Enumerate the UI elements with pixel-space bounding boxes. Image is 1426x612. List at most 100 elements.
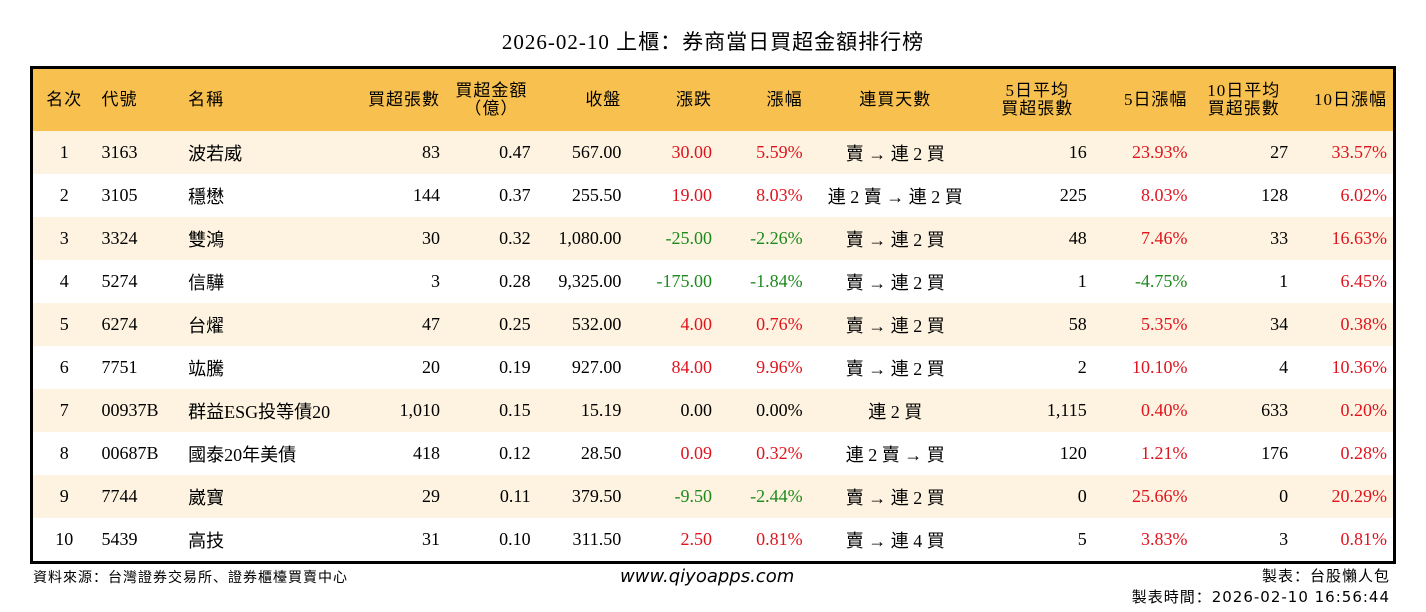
- cell-streak: 賣 → 連 2 買: [845, 358, 945, 379]
- cell-change: 19.00: [671, 185, 712, 205]
- cell-streak: 賣 → 連 2 買: [845, 315, 945, 336]
- cell-change-pct: 8.03%: [756, 185, 803, 205]
- cell-avg10-lots: 0: [1279, 486, 1289, 506]
- cell-net-buy-amount: 0.15: [499, 400, 531, 420]
- table-row: 10 5439 高技 31 0.10 311.50 2.50 0.81% 賣 → 連 4 買 5 3…: [33, 518, 1393, 561]
- col-header-avg10-lots: 10日平均 買超張數: [1207, 81, 1281, 118]
- cell-avg5-lots: 0: [1077, 486, 1087, 506]
- cell-rank: 8: [59, 443, 69, 463]
- cell-net-buy-amount: 0.37: [499, 185, 531, 205]
- table-row: 3 3324 雙鴻 30 0.32 1,080.00 -25.00 -2.26% 賣 → 連 2…: [33, 217, 1393, 260]
- cell-change: 84.00: [671, 357, 712, 377]
- table-row: 9 7744 崴寶 29 0.11 379.50 -9.50 -2.44% 賣 → 連 2 買 0…: [33, 475, 1393, 518]
- cell-pct5: 8.03%: [1140, 185, 1188, 205]
- cell-change: -9.50: [674, 486, 712, 506]
- cell-change-pct: 0.00%: [756, 400, 803, 420]
- cell-rank: 7: [59, 400, 69, 420]
- maker-label: 製表：台股懶人包: [1261, 567, 1390, 585]
- cell-pct10: 0.20%: [1340, 400, 1388, 420]
- cell-code: 00687B: [101, 443, 159, 463]
- cell-net-buy-amount: 0.47: [499, 142, 531, 162]
- cell-name: 波若威: [188, 143, 243, 164]
- cell-avg10-lots: 33: [1270, 228, 1289, 248]
- cell-pct5: -4.75%: [1134, 271, 1188, 291]
- cell-change-pct: -2.26%: [750, 228, 803, 248]
- cell-net-buy-amount: 0.19: [499, 357, 531, 377]
- cell-avg5-lots: 2: [1077, 357, 1087, 377]
- cell-net-buy-lots: 29: [422, 486, 440, 506]
- ranking-table: 名次 代號 名稱 買超張數 買超金額 （億） 收盤 漲跌 漲幅 連買天數 5日平…: [33, 69, 1393, 561]
- col-header-pct10: 10日漲幅: [1314, 90, 1387, 109]
- cell-streak: 賣 → 連 2 買: [845, 487, 945, 508]
- cell-pct5: 23.93%: [1131, 142, 1188, 162]
- cell-code: 00937B: [101, 400, 159, 420]
- col-header-change-pct: 漲幅: [766, 90, 803, 109]
- cell-net-buy-lots: 144: [413, 185, 440, 205]
- cell-pct5: 7.46%: [1140, 228, 1188, 248]
- cell-net-buy-lots: 3: [431, 271, 440, 291]
- cell-streak: 連 2 買: [868, 401, 923, 422]
- cell-avg10-lots: 34: [1270, 314, 1289, 334]
- cell-pct10: 16.63%: [1331, 228, 1388, 248]
- cell-rank: 1: [59, 142, 69, 162]
- cell-avg5-lots: 48: [1068, 228, 1087, 248]
- cell-name: 台燿: [188, 315, 225, 336]
- cell-code: 7751: [101, 357, 138, 377]
- cell-rank: 9: [59, 486, 69, 506]
- cell-net-buy-amount: 0.12: [499, 443, 531, 463]
- cell-change: 2.50: [680, 529, 712, 549]
- col-header-close: 收盤: [585, 90, 622, 109]
- cell-net-buy-lots: 47: [422, 314, 440, 334]
- cell-name: 國泰20年美債: [188, 444, 297, 465]
- website-link[interactable]: www.qiyoapps.com: [620, 566, 795, 587]
- cell-net-buy-lots: 30: [422, 228, 440, 248]
- cell-change: -25.00: [665, 228, 712, 248]
- cell-name: 竑騰: [188, 358, 225, 379]
- col-header-net-buy-amount: 買超金額 （億）: [455, 81, 528, 118]
- cell-close: 567.00: [571, 142, 622, 162]
- cell-code: 3105: [101, 185, 138, 205]
- cell-change: -175.00: [656, 271, 712, 291]
- cell-change: 30.00: [671, 142, 712, 162]
- cell-pct5: 10.10%: [1131, 357, 1188, 377]
- cell-pct10: 0.28%: [1340, 443, 1388, 463]
- cell-pct10: 10.36%: [1331, 357, 1388, 377]
- cell-rank: 5: [59, 314, 69, 334]
- cell-name: 崴寶: [188, 487, 225, 508]
- cell-avg5-lots: 225: [1059, 185, 1087, 205]
- table-row: 6 7751 竑騰 20 0.19 927.00 84.00 9.96% 賣 → 連 2 買 2 1…: [33, 346, 1393, 389]
- cell-code: 6274: [101, 314, 138, 334]
- cell-avg5-lots: 5: [1077, 529, 1087, 549]
- cell-code: 3163: [101, 142, 138, 162]
- cell-name: 群益ESG投等債20: [188, 401, 331, 422]
- cell-pct5: 25.66%: [1131, 486, 1188, 506]
- cell-rank: 2: [59, 185, 69, 205]
- cell-change-pct: 0.32%: [756, 443, 803, 463]
- cell-pct5: 3.83%: [1140, 529, 1188, 549]
- cell-avg10-lots: 1: [1279, 271, 1289, 291]
- cell-change-pct: -2.44%: [750, 486, 803, 506]
- cell-streak: 賣 → 連 4 買: [845, 530, 945, 551]
- cell-avg5-lots: 58: [1068, 314, 1087, 334]
- cell-streak: 賣 → 連 2 買: [845, 143, 945, 164]
- col-header-net-buy-lots: 買超張數: [368, 90, 440, 109]
- cell-streak: 連 2 賣 → 買: [845, 444, 945, 465]
- cell-pct10: 6.02%: [1340, 185, 1388, 205]
- cell-pct5: 1.21%: [1140, 443, 1188, 463]
- col-header-pct5: 5日漲幅: [1123, 90, 1188, 109]
- ranking-table-container: 名次 代號 名稱 買超張數 買超金額 （億） 收盤 漲跌 漲幅 連買天數 5日平…: [30, 66, 1396, 564]
- cell-close: 255.50: [571, 185, 622, 205]
- cell-rank: 3: [59, 228, 69, 248]
- cell-avg5-lots: 120: [1059, 443, 1087, 463]
- cell-rank: 6: [59, 357, 69, 377]
- cell-streak: 連 2 賣 → 連 2 買: [827, 186, 963, 207]
- cell-close: 532.00: [571, 314, 622, 334]
- cell-net-buy-lots: 418: [413, 443, 440, 463]
- cell-avg10-lots: 633: [1261, 400, 1289, 420]
- cell-net-buy-amount: 0.32: [499, 228, 531, 248]
- col-header-streak: 連買天數: [859, 90, 932, 109]
- cell-pct10: 0.38%: [1340, 314, 1388, 334]
- cell-streak: 賣 → 連 2 買: [845, 272, 945, 293]
- cell-pct5: 0.40%: [1140, 400, 1188, 420]
- cell-close: 311.50: [572, 529, 622, 549]
